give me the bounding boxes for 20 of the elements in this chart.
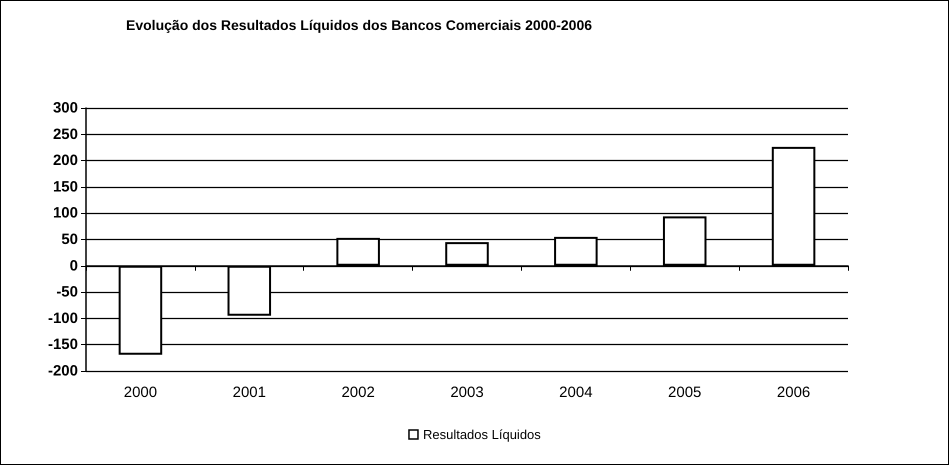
- x-tick-label: 2002: [341, 384, 375, 401]
- y-tick-label: -100: [48, 310, 78, 327]
- y-tick-label: 200: [52, 152, 78, 170]
- x-tick-label: 2001: [232, 384, 266, 401]
- legend-label: Resultados Líquidos: [422, 427, 542, 442]
- y-tick-label: -150: [48, 336, 78, 354]
- x-tick-label: 2005: [668, 384, 702, 401]
- x-tick-label: 2003: [450, 384, 484, 401]
- x-tick-label: 2006: [776, 384, 810, 401]
- y-tick-label: 0: [70, 257, 78, 274]
- x-tick-label: 2000: [124, 384, 158, 401]
- y-tick-label: -50: [56, 284, 78, 301]
- y-tick-label: 150: [52, 178, 78, 196]
- y-tick-label: 100: [52, 204, 78, 222]
- y-tick-label: -200: [48, 362, 78, 380]
- y-tick-label: 300: [52, 100, 78, 116]
- y-tick-label: 50: [61, 231, 78, 248]
- y-tick-label: 250: [52, 126, 78, 143]
- x-tick-label: 2004: [559, 384, 593, 401]
- chart-title: Evolução dos Resultados Líquidos dos Bancos Comerciais 2000-2006: [126, 17, 592, 33]
